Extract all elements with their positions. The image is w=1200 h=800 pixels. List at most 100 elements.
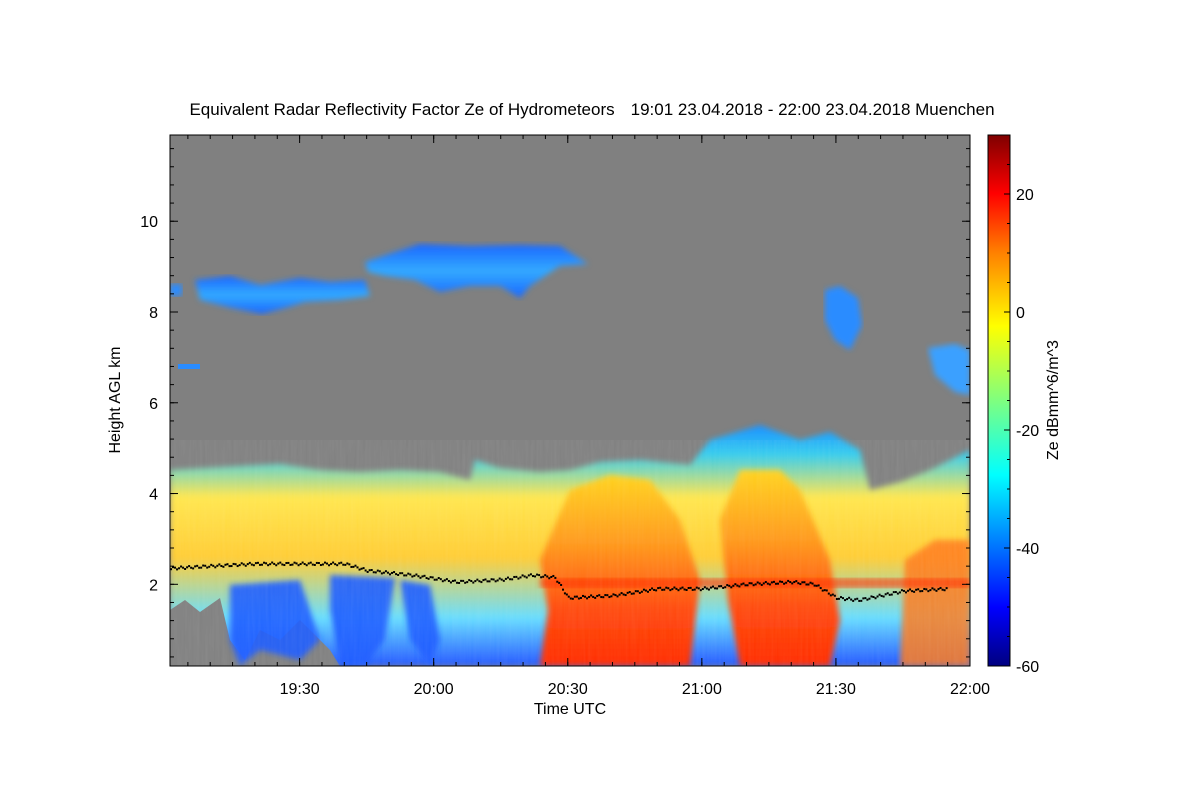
cloud-base-point [598, 594, 601, 597]
cloud-base-point [368, 569, 371, 572]
cloud-base-point [777, 582, 780, 585]
cloud-base-point [330, 562, 333, 565]
cloud-base-point [301, 561, 304, 564]
cloud-base-point [460, 579, 463, 582]
cloud-base-point [811, 582, 814, 585]
cloud-base-point [267, 564, 270, 567]
cloud-base-point [712, 585, 715, 588]
cloud-base-point [374, 571, 377, 574]
y-axis-label: Height AGL km [107, 346, 124, 453]
cirrus-patch-far-east [928, 344, 970, 395]
cloud-base-point [886, 592, 889, 595]
x-tick-label: 20:30 [548, 681, 588, 698]
cloud-base-point [892, 591, 895, 594]
cloud-base-point [454, 579, 457, 582]
cloud-base-point [833, 594, 836, 597]
cloud-base-point [596, 594, 599, 597]
cloud-base-point [532, 575, 535, 578]
cloud-base-point [902, 589, 905, 592]
cloud-base-point [846, 598, 849, 601]
cloud-base-point [548, 577, 551, 580]
cloud-base-point [632, 592, 635, 595]
cloud-base-point [724, 586, 727, 589]
cloud-base-point [326, 562, 329, 565]
cloud-base-point [783, 582, 786, 585]
cloud-base-point [835, 598, 838, 601]
cloud-base-point [496, 579, 499, 582]
cloud-base-point [671, 588, 674, 591]
cloud-base-point [941, 588, 944, 591]
cloud-base-point [746, 584, 749, 587]
cloud-base-point [309, 561, 312, 564]
cloud-base-point [762, 582, 765, 585]
cloud-base-point [935, 589, 938, 592]
cloud-base-point [868, 597, 871, 600]
cloud-base-point [397, 573, 400, 576]
cloud-base-point [449, 581, 452, 584]
cloud-base-point [683, 588, 686, 591]
cloud-base-point [423, 574, 426, 577]
cloud-base-point [458, 581, 461, 584]
cloud-base-point [305, 564, 308, 567]
cloud-base-point [313, 563, 316, 566]
cloud-base-point [852, 599, 855, 602]
cloud-base-point [823, 589, 826, 592]
cloud-base-point [774, 582, 777, 585]
cloud-base-point [925, 588, 928, 591]
cloud-base-point [772, 580, 775, 583]
cloud-base-point [581, 594, 584, 597]
colorbar-tick-label: 20 [1016, 187, 1034, 204]
cloud-base-point [600, 596, 603, 599]
cloud-base-point [697, 587, 700, 590]
cloud-base-point [781, 580, 784, 583]
cloud-base-point [356, 566, 359, 569]
cloud-base-point [803, 581, 806, 584]
cloud-base-point [584, 595, 587, 598]
cloud-base-point [888, 593, 891, 596]
cloud-base-point [937, 588, 940, 591]
cloud-base-point [194, 565, 197, 568]
cloud-base-point [872, 596, 875, 599]
cloud-base-point [657, 587, 660, 590]
cloud-base-point [575, 595, 578, 598]
cloud-base-point [417, 575, 420, 578]
cirrus-layer-upper [365, 244, 588, 298]
cloud-base-point [204, 564, 207, 567]
cloud-base-point [486, 580, 489, 583]
cloud-base-point [896, 592, 899, 595]
x-tick-label: 21:00 [682, 681, 722, 698]
cloud-base-point [407, 572, 410, 575]
cloud-base-point [380, 572, 383, 575]
cloud-base-point [328, 564, 331, 567]
cloud-base-point [348, 563, 351, 566]
cloud-base-point [831, 593, 834, 596]
cloud-base-point [616, 595, 619, 598]
cirrus-patch-east [825, 286, 862, 350]
x-axis-label: Time UTC [534, 701, 606, 718]
cloud-base-point [421, 575, 424, 578]
cloud-base-point [295, 562, 298, 565]
cloud-base-point [620, 592, 623, 595]
cloud-base-point [789, 581, 792, 584]
cloud-base-point [525, 576, 528, 579]
cloud-base-point [238, 564, 241, 567]
cloud-base-point [437, 577, 440, 580]
cloud-base-point [933, 588, 936, 591]
cloud-base-point [172, 566, 175, 569]
cloud-base-point [894, 591, 897, 594]
cloud-base-point [709, 586, 712, 589]
cloud-base-point [506, 576, 509, 579]
cloud-base-point [640, 590, 643, 593]
cloud-base-point [907, 589, 910, 592]
radar-image [170, 244, 970, 666]
cloud-base-point [756, 581, 759, 584]
cloud-base-point [504, 577, 507, 580]
cloud-base-point [317, 562, 320, 565]
cloud-base-point [515, 575, 518, 578]
colorbar-tick-label: -60 [1016, 659, 1039, 676]
cloud-base-point [931, 587, 934, 590]
cloud-base-point [921, 590, 924, 593]
cloud-base-point [470, 580, 473, 583]
cloud-base-point [445, 578, 448, 581]
